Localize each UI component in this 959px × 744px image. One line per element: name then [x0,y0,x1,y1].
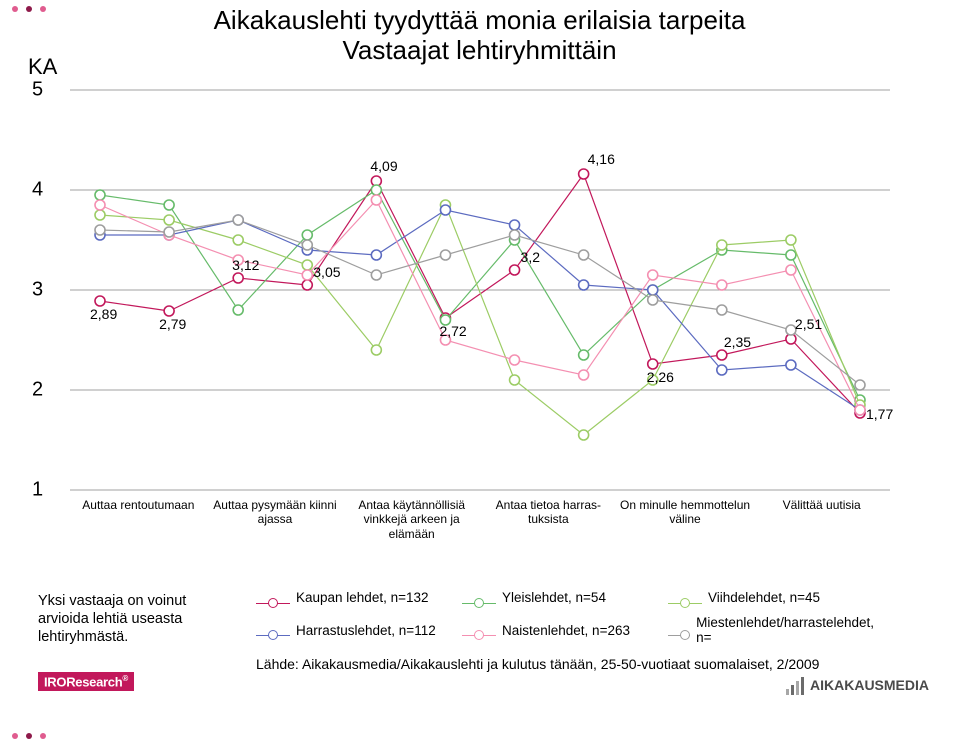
x-axis-label: Auttaa rentoutumaan [70,498,207,541]
chart-svg: 2,89 2,79 3,12 3,05 4,09 2,72 3,2 4,16 2,26 2,35 2… [70,90,890,490]
value-label: 1,77 [866,406,893,422]
x-axis-label: On minulle hemmottelun väline [617,498,754,541]
page: Aikakauslehti tyydyttää monia erilaisia … [0,0,959,729]
value-label: 2,51 [795,316,822,332]
legend-item: Naistenlehdet, n=263 [462,615,668,645]
x-axis-labels: Auttaa rentoutumaanAuttaa pysymään kiinn… [70,498,890,541]
y-tick-label: 3 [32,279,43,302]
chart-title-line1: Aikakauslehti tyydyttää monia erilaisia … [0,6,959,36]
legend-label: Yleislehdet, n=54 [502,590,606,605]
value-label: 2,79 [159,316,186,332]
legend-label: Viihdelehdet, n=45 [708,590,820,605]
logo-iroresearch-text: IROResearch [44,674,122,689]
x-axis-label: Auttaa pysymään kiinni ajassa [207,498,344,541]
logo-bars-icon [786,677,806,695]
legend-item: Yleislehdet, n=54 [462,590,668,605]
value-label: 3,05 [313,264,340,280]
legend: Kaupan lehdet, n=132 Yleislehdet, n=54 Vii… [256,590,876,655]
source-line: Lähde: Aikakausmedia/Aikakauslehti ja ku… [256,656,819,672]
legend-row: Kaupan lehdet, n=132 Yleislehdet, n=54 Vii… [256,590,876,605]
decor-bottom-dots [12,726,54,730]
value-label: 2,35 [724,334,751,350]
y-tick-label: 4 [32,179,43,202]
legend-label: Miestenlehdet/harrastelehdet, n= [696,615,874,645]
value-label: 2,89 [90,306,117,322]
x-axis-label: Antaa käytännöllisiä vinkkejä arkeen ja … [343,498,480,541]
legend-item: Miestenlehdet/harrastelehdet, n= [668,615,874,645]
ka-axis-label: KA [28,54,57,80]
legend-item: Harrastuslehdet, n=112 [256,615,462,645]
y-tick-label: 5 [32,79,43,102]
legend-item: Viihdelehdet, n=45 [668,590,874,605]
y-tick-label: 2 [32,379,43,402]
value-label: 3,12 [232,257,259,273]
legend-label: Kaupan lehdet, n=132 [296,590,429,605]
logo-aikakausmedia: AIKAKAUSMEDIA [786,677,929,695]
legend-item: Kaupan lehdet, n=132 [256,590,462,605]
value-label: 2,26 [647,369,674,385]
legend-row: Harrastuslehdet, n=112 Naistenlehdet, n=2… [256,615,876,645]
note-box: Yksi vastaaja on voinut arvioida lehtiä … [38,592,238,646]
decor-top-dots [12,0,54,3]
chart-title: Aikakauslehti tyydyttää monia erilaisia … [0,0,959,66]
value-label: 3,2 [521,249,541,265]
legend-label: Naistenlehdet, n=263 [502,623,630,638]
value-label: 4,16 [588,151,615,167]
x-axis-label: Välittää uutisia [753,498,890,541]
legend-label: Harrastuslehdet, n=112 [296,623,436,638]
chart-title-line2: Vastaajat lehtiryhmittäin [0,36,959,66]
logo-aikakausmedia-text: AIKAKAUSMEDIA [810,677,929,693]
x-axis-label: Antaa tietoa harras- tuksista [480,498,617,541]
value-label: 2,72 [439,323,466,339]
y-tick-label: 1 [32,479,43,502]
chart-plot-area: 12345 2,892,793,123,054,092,723,24,162,2… [70,90,890,490]
logo-iroresearch: IROResearch® [38,672,134,691]
value-label: 4,09 [370,158,397,174]
